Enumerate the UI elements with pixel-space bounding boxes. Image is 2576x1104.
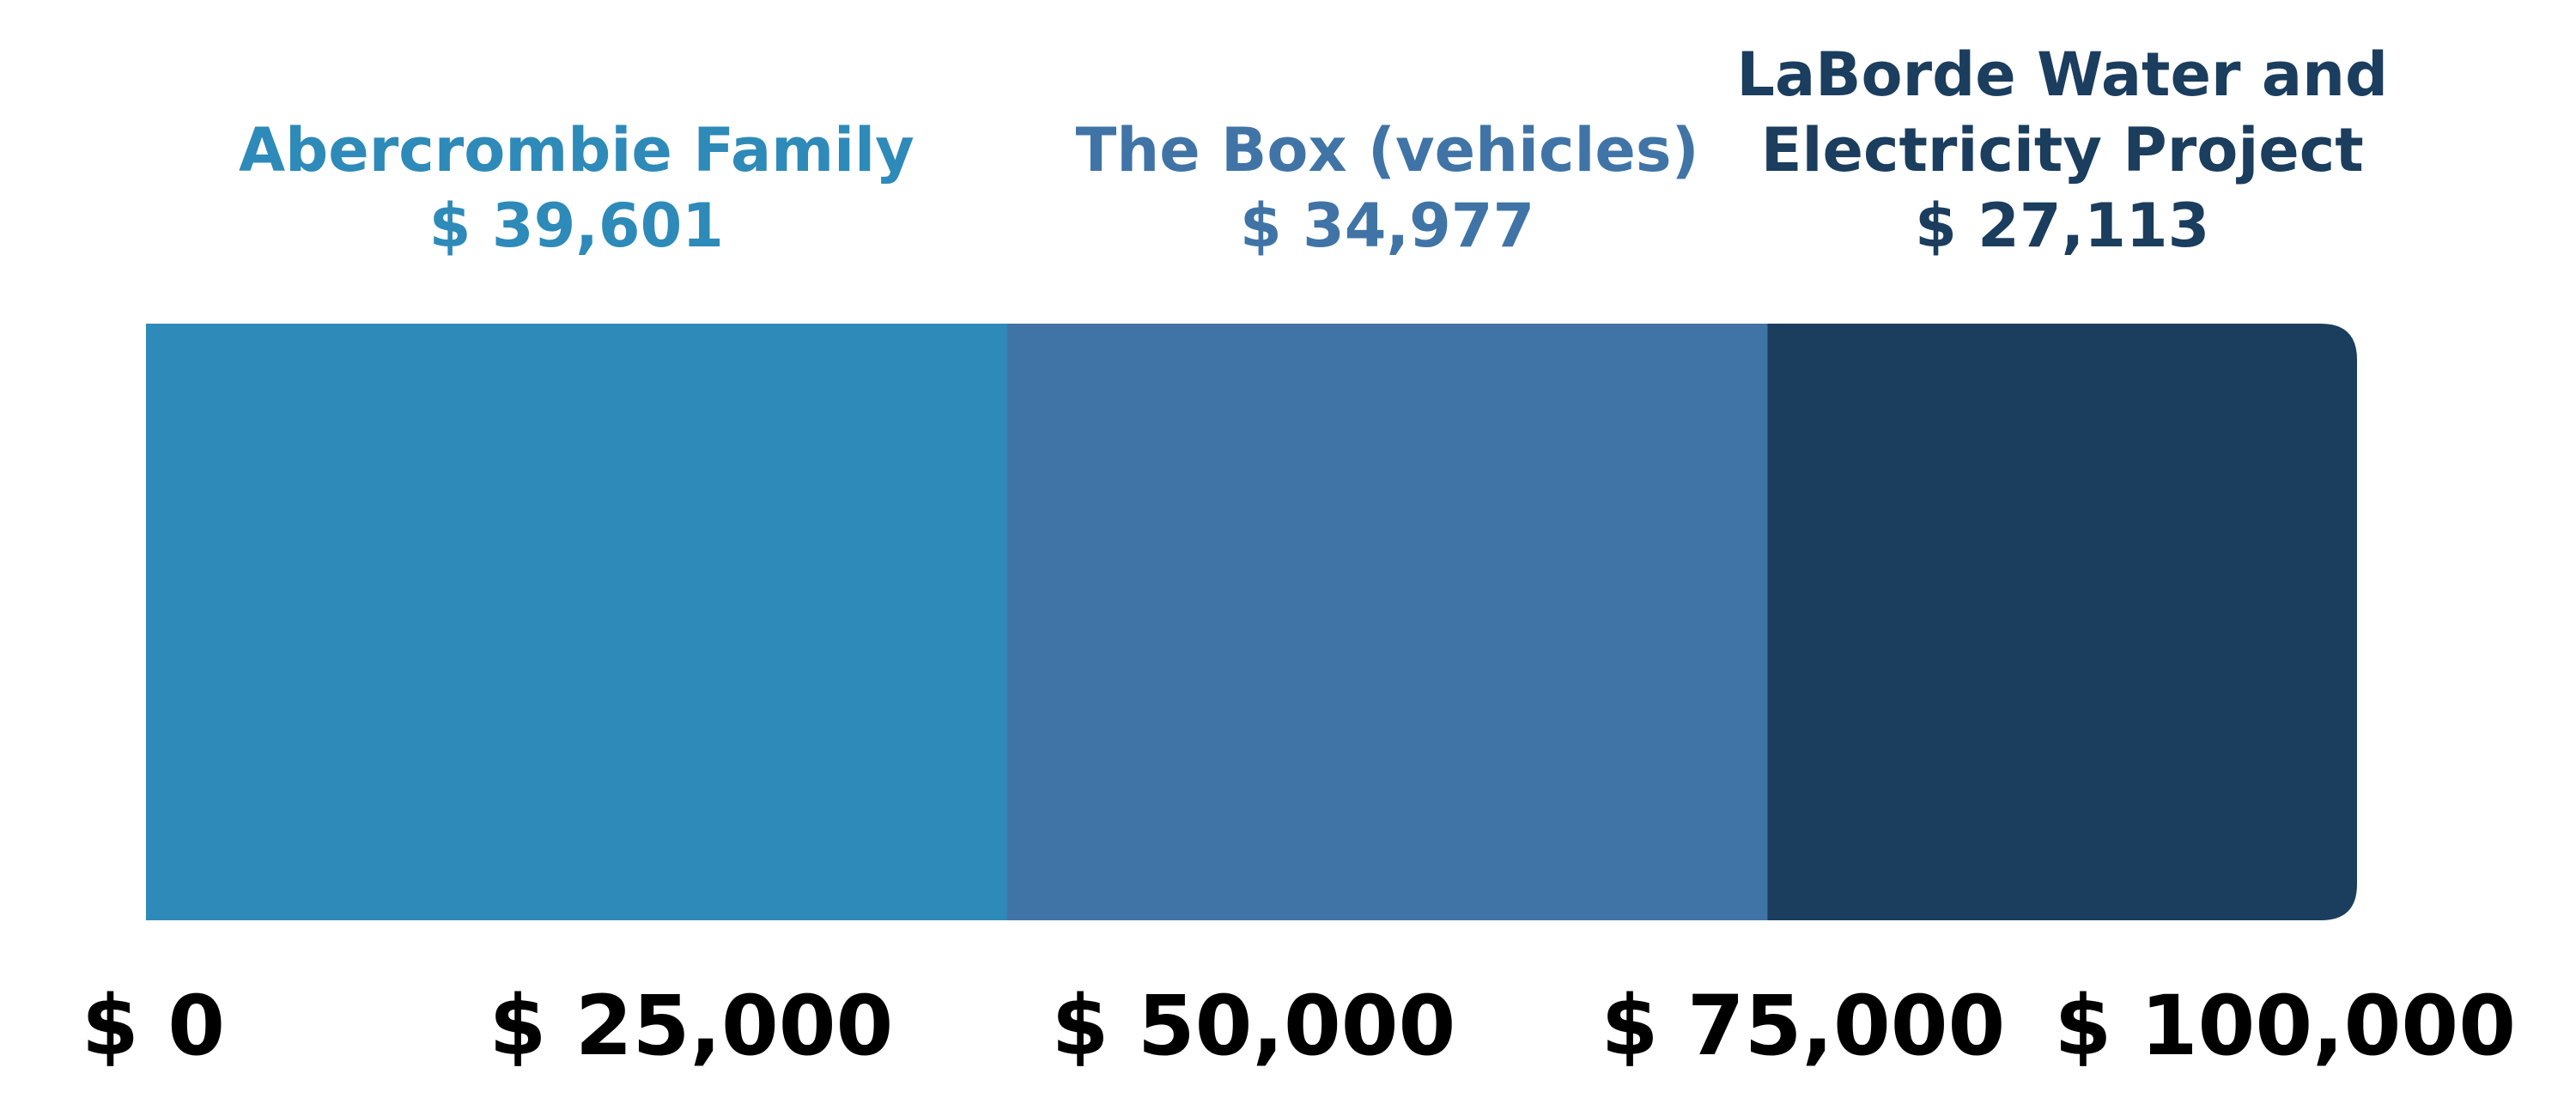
x-tick-label: $ 50,000 [1052,978,1456,1074]
segment-name-label: The Box (vehicles) [1076,115,1699,185]
segment-name-label: Abercrombie Family [239,115,914,185]
segment-value-label: $ 34,977 [1240,191,1534,261]
x-tick-label: $ 25,000 [489,978,894,1074]
segment-name-label: Electricity Project [1761,115,2364,185]
x-tick-label: $ 75,000 [1601,978,2006,1074]
bar-segment [146,324,1007,920]
bar-segment [1767,324,2357,920]
x-tick-label: $ 0 [82,978,225,1074]
segment-name-label: LaBorde Water and [1736,39,2388,110]
segment-value-label: $ 27,113 [1915,191,2209,261]
x-tick-label: $ 100,000 [2055,978,2516,1074]
bar-segment [1007,324,1768,920]
segment-value-label: $ 39,601 [429,191,724,261]
